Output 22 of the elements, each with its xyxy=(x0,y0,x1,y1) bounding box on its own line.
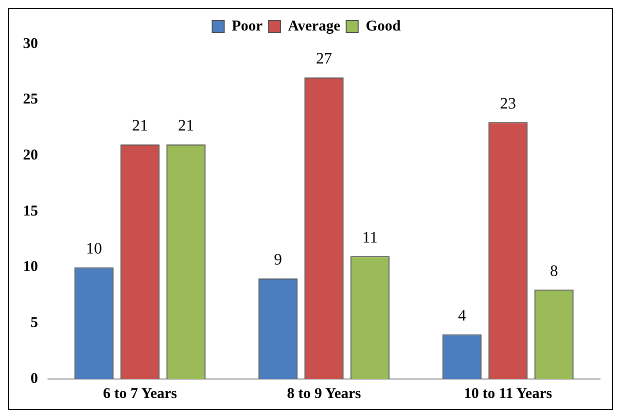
data-label: 23 xyxy=(500,95,516,112)
data-label: 4 xyxy=(458,308,466,325)
y-tick-label: 15 xyxy=(23,203,38,220)
data-label: 27 xyxy=(316,50,332,68)
x-tick-label: 10 to 11 Years xyxy=(464,386,552,402)
y-tick-label: 30 xyxy=(23,36,38,52)
data-label: 11 xyxy=(362,229,378,246)
legend-label: Average xyxy=(288,18,341,34)
data-label: 9 xyxy=(274,252,282,269)
x-tick-label: 8 to 9 Years xyxy=(286,386,362,402)
y-tick-label: 10 xyxy=(23,259,38,276)
data-label: 10 xyxy=(86,240,102,258)
y-tick-label: 0 xyxy=(30,370,38,387)
y-tick-label: 25 xyxy=(23,92,38,108)
y-tick-label: 20 xyxy=(23,148,38,164)
data-label: 8 xyxy=(550,262,558,280)
legend-label: Good xyxy=(366,18,402,34)
y-tick-label: 5 xyxy=(30,315,38,332)
x-tick-label: 6 to 7 Years xyxy=(102,386,178,402)
data-label: 21 xyxy=(178,118,194,135)
data-label: 21 xyxy=(132,118,148,135)
legend-label: Poor xyxy=(232,18,263,34)
